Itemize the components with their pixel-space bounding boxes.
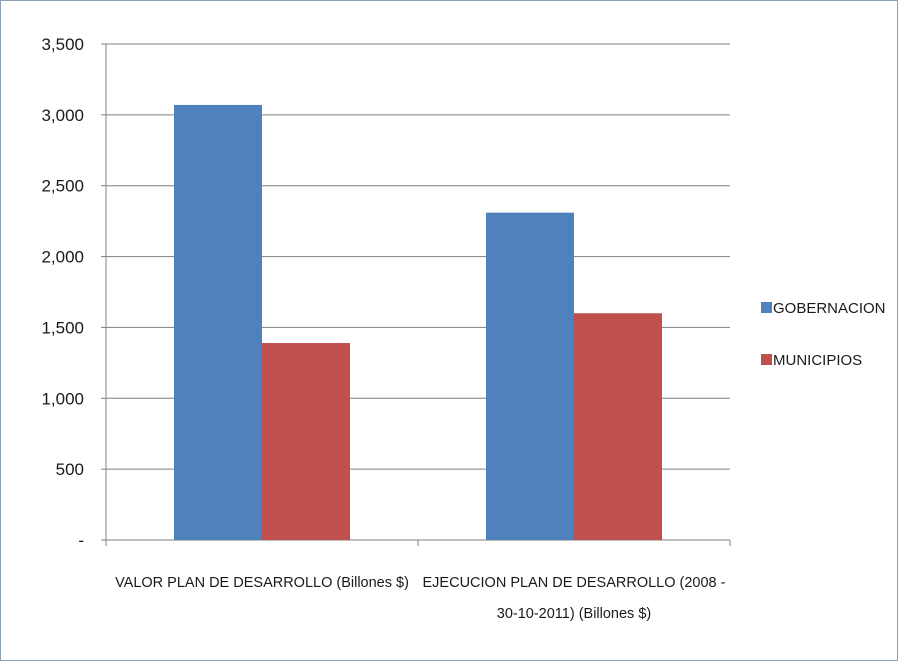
y-tick-label: 3,500: [41, 35, 84, 54]
y-tick-label: 1,500: [41, 318, 84, 337]
y-tick-label: 2,000: [41, 248, 84, 267]
y-tick-label: 2,500: [41, 177, 84, 196]
x-category-label: EJECUCION PLAN DE DESARROLLO (2008 -: [423, 575, 726, 591]
x-category-label: VALOR PLAN DE DESARROLLO (Billones $): [115, 575, 409, 591]
y-tick-label: -: [78, 531, 84, 550]
x-category-label: 30-10-2011) (Billones $): [497, 606, 651, 622]
y-tick-label: 1,000: [41, 389, 84, 408]
legend-swatch-municipios: [761, 354, 772, 365]
bar-gobernacion-2: [486, 212, 574, 540]
bar-municipios-2: [574, 313, 662, 540]
y-tick-label: 3,000: [41, 106, 84, 125]
legend-swatch-gobernacion: [761, 302, 772, 313]
y-tick-label: 500: [56, 460, 84, 479]
bar-gobernacion-1: [174, 104, 262, 541]
bar-municipios-1: [262, 343, 350, 540]
legend-label: GOBERNACION: [773, 300, 886, 317]
legend-label: MUNICIPIOS: [773, 352, 862, 369]
